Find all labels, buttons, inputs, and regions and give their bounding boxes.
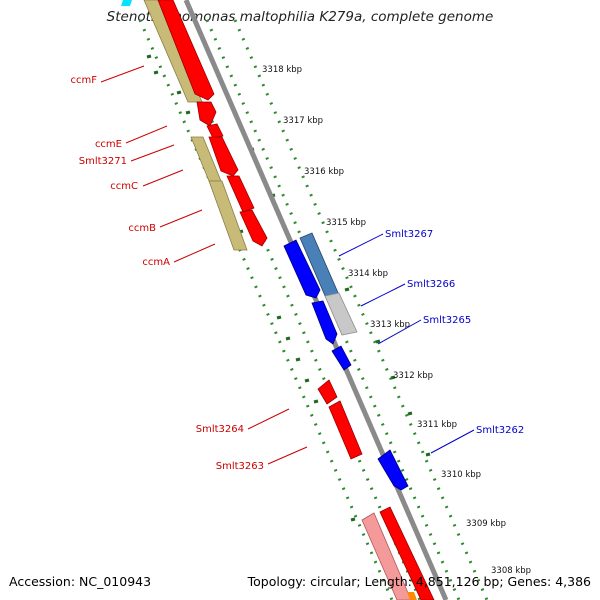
gene-label-left: Smlt3263 xyxy=(216,461,264,472)
leader-lines xyxy=(100,65,475,465)
accession-text: Accession: NC_010943 xyxy=(9,574,152,589)
left-leader-line xyxy=(125,125,168,144)
scale-tick-label: 3316 kbp xyxy=(304,167,344,177)
right-leader-line xyxy=(360,283,406,307)
red-gene-ccmA xyxy=(239,209,268,247)
left-leader-line xyxy=(100,65,145,83)
blue-gene-smlt3266 xyxy=(311,300,338,345)
gene-label-left: ccmE xyxy=(95,139,122,150)
gene-label-left: ccmB xyxy=(128,223,156,234)
scale-tick-label: 3315 kbp xyxy=(326,218,366,228)
orange-gene-partial xyxy=(407,592,417,600)
gene-label-left: Smlt3271 xyxy=(79,156,127,167)
gene-label-left: Smlt3264 xyxy=(196,424,244,435)
track-tick-marks xyxy=(146,54,431,562)
red-gene-smlt3264 xyxy=(317,379,338,405)
gene-features xyxy=(121,0,435,600)
red-gene-ccmC xyxy=(208,136,239,177)
left-leader-line xyxy=(159,209,203,228)
gene-label-right: Smlt3262 xyxy=(476,425,524,436)
blue-gene-smlt3262 xyxy=(377,449,409,491)
gene-label-right: Smlt3267 xyxy=(385,229,433,240)
gene-label-left: ccmF xyxy=(71,75,98,86)
dotted-tracks xyxy=(138,19,489,600)
scale-tick-label: 3313 kbp xyxy=(370,320,410,330)
left-outer-dotted-track xyxy=(138,19,394,600)
red-gene-ccmE xyxy=(196,101,217,127)
left-leader-line xyxy=(173,243,216,263)
scale-tick-label: 3317 kbp xyxy=(283,116,323,126)
scale-tick-label: 3309 kbp xyxy=(466,519,506,529)
gene-label-right: Smlt3266 xyxy=(407,279,455,290)
scale-tick-label: 3310 kbp xyxy=(441,470,481,480)
red-gene-smlt3263 xyxy=(328,400,363,460)
left-leader-line xyxy=(267,446,308,465)
left-leader-line xyxy=(142,169,184,187)
red-gene-bottom xyxy=(379,506,435,600)
red-gene-ccmF xyxy=(157,0,215,101)
gene-label-left: ccmA xyxy=(142,257,170,268)
right-leader-line xyxy=(430,429,475,454)
gene-label-right: Smlt3265 xyxy=(423,315,471,326)
left-leader-line xyxy=(247,408,290,430)
blue-gene-smlt3265 xyxy=(331,345,352,371)
pink-gene-bottom xyxy=(361,512,412,600)
topology-text: Topology: circular; Length: 4,851,126 bp… xyxy=(247,574,591,589)
scale-tick-label: 3308 kbp xyxy=(491,566,531,576)
right-leader-line xyxy=(377,319,422,345)
scale-tick-label: 3312 kbp xyxy=(393,371,433,381)
scale-tick-label: 3311 kbp xyxy=(417,420,457,430)
label-texts: 3318 kbp 3317 kbp 3316 kbp 3315 kbp 3314 kbp… xyxy=(71,65,532,576)
backbone xyxy=(183,0,449,600)
scale-tick-label: 3318 kbp xyxy=(262,65,302,75)
map-title: Stenotrophomonas maltophilia K279a, comp… xyxy=(106,9,494,25)
right-outer-dotted-track xyxy=(233,19,489,600)
olive-gene-ccmB xyxy=(208,180,248,251)
red-gene-ccmB xyxy=(226,175,255,213)
right-leader-line xyxy=(338,233,384,257)
left-leader-line xyxy=(130,144,175,162)
blue-gene-smlt3267 xyxy=(283,239,321,299)
red-gene-smlt3271 xyxy=(206,123,224,139)
cyan-gene-partial xyxy=(121,0,132,6)
gene-label-left: ccmC xyxy=(110,181,138,192)
gray-gene-smlt3266 xyxy=(324,292,358,336)
scale-tick-label: 3314 kbp xyxy=(348,269,388,279)
